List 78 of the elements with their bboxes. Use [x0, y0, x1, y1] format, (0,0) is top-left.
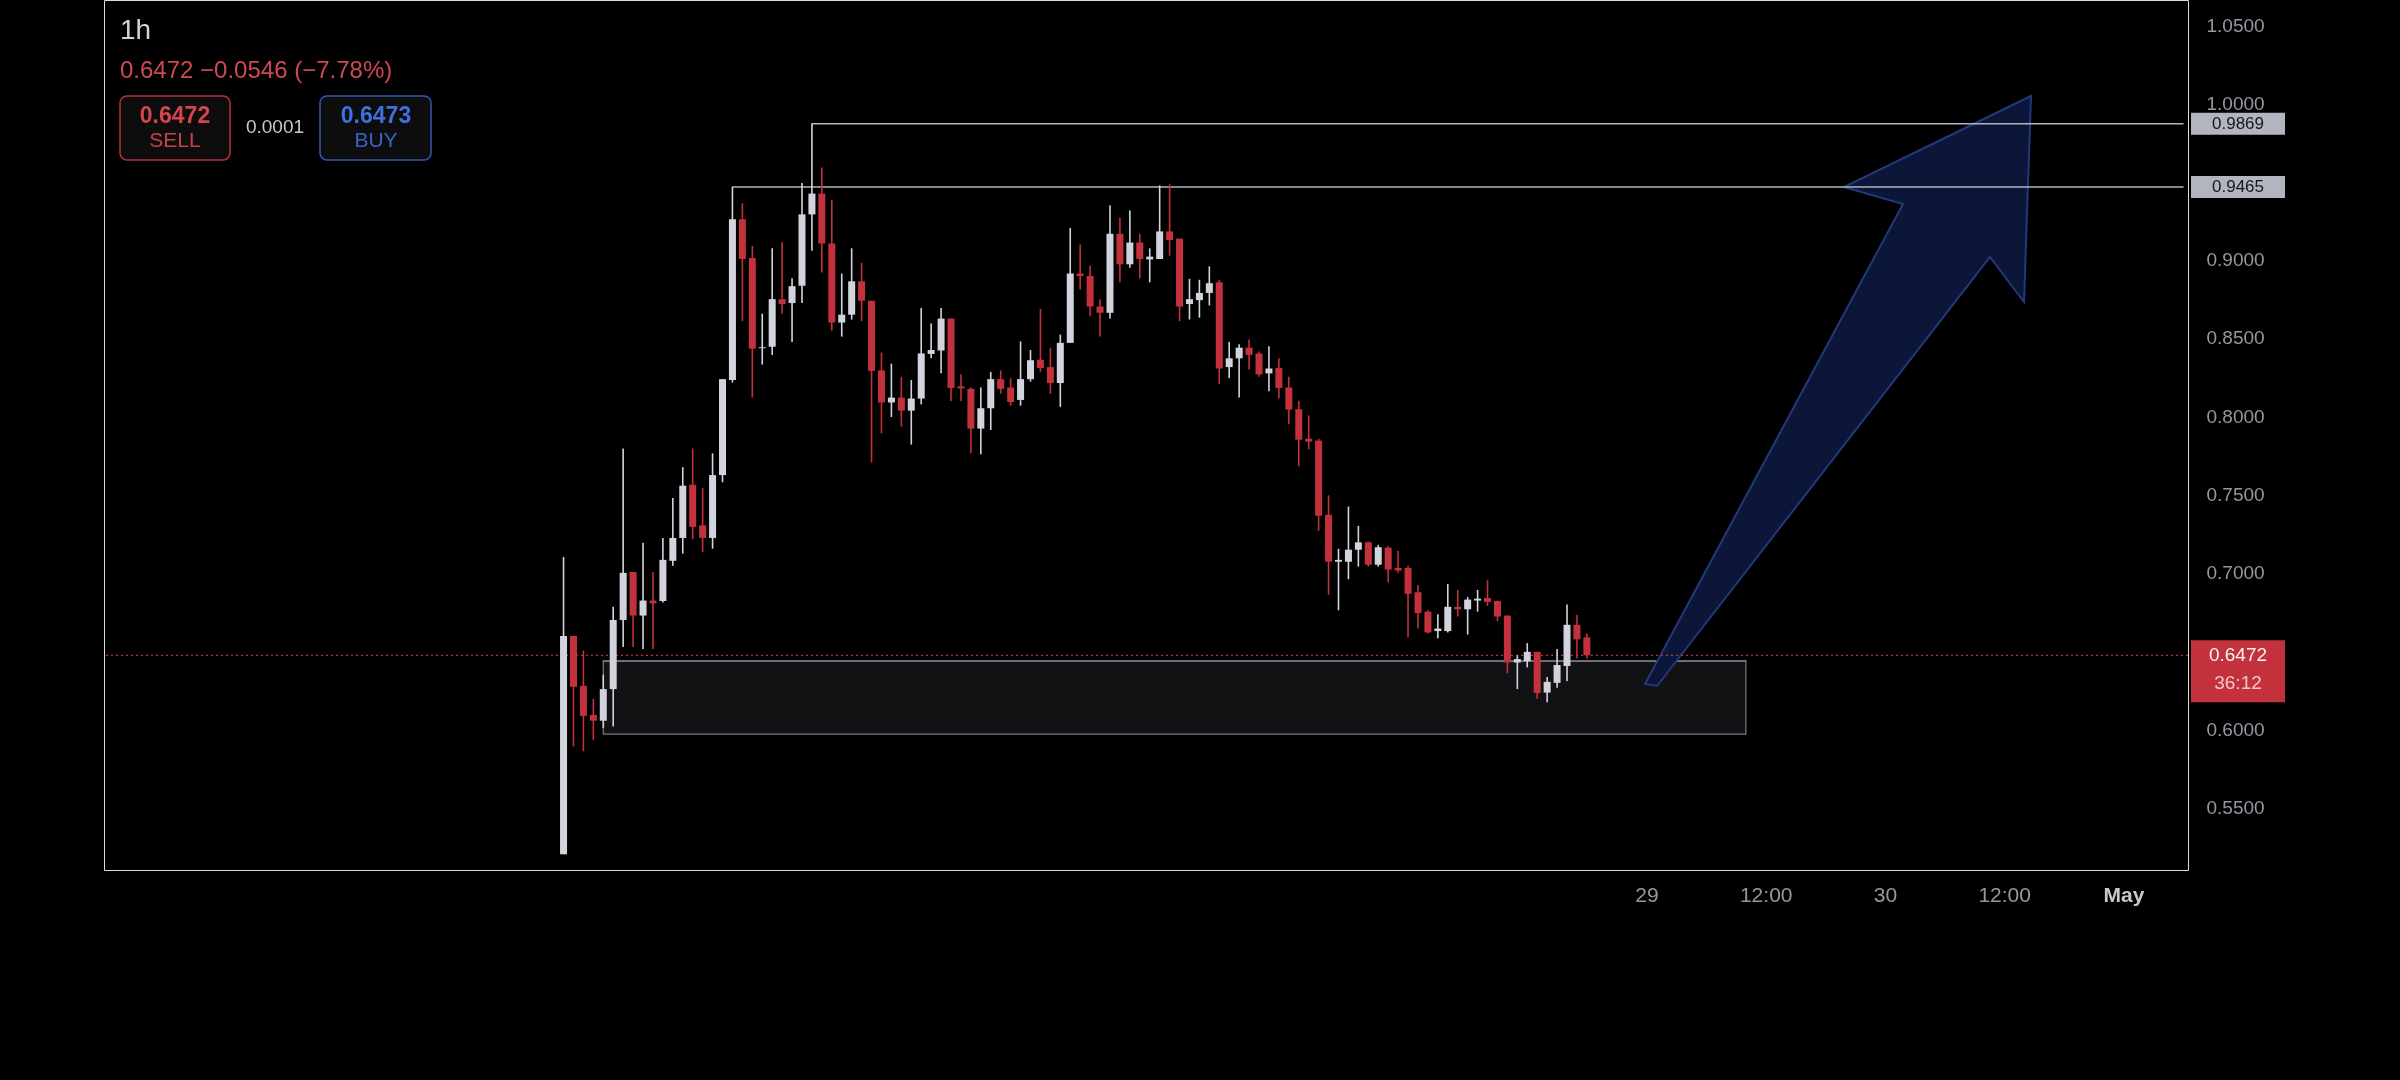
candlestick [1583, 632, 1591, 660]
candlestick [1275, 357, 1283, 400]
candlestick [758, 312, 766, 366]
candlestick [1484, 579, 1492, 607]
candlestick [1364, 540, 1372, 568]
candlestick [1474, 589, 1482, 613]
candlestick [957, 373, 965, 402]
candlestick [669, 497, 677, 567]
y-tick-label: 0.9000 [2206, 249, 2265, 271]
candlestick [1285, 375, 1293, 425]
y-tick-label: 1.0500 [2206, 14, 2265, 36]
candlestick [1553, 648, 1561, 689]
y-tick-label: 0.7000 [2206, 562, 2265, 584]
candlestick [1573, 614, 1581, 660]
y-tick-label: 0.7500 [2206, 483, 2265, 505]
candlestick [639, 542, 647, 650]
candlestick [1255, 350, 1263, 378]
candlestick [1414, 584, 1422, 630]
annotation: BUY [354, 128, 398, 151]
candlestick [1007, 377, 1015, 407]
candlestick [897, 375, 905, 428]
candlestick [1543, 676, 1551, 704]
candlestick [1394, 550, 1402, 574]
x-tick-label: 12:00 [1978, 882, 2031, 906]
y-tick-label: 0.8000 [2206, 405, 2265, 427]
candlestick [1126, 209, 1134, 269]
annotation: 0.6472 [139, 102, 211, 128]
annotation: 0.0001 [245, 116, 305, 137]
candlestick [927, 322, 935, 360]
candlestick [1464, 596, 1472, 636]
candlestick [858, 262, 866, 322]
candlestick [1344, 505, 1352, 581]
ref-line-label: 0.6472 [2208, 644, 2268, 666]
candlestick [1305, 414, 1313, 451]
candlestick [1335, 547, 1342, 612]
candlestick [1245, 338, 1253, 371]
text: 36:12 [2214, 672, 2262, 694]
x-tick-label: 29 [1635, 882, 1659, 906]
candlestick [1166, 183, 1174, 257]
series-label: 0.9869 [2212, 113, 2264, 133]
candlestick [788, 277, 796, 343]
candlestick [997, 369, 1005, 395]
candlestick [1036, 308, 1044, 373]
x-tick-label: 12:00 [1739, 882, 1793, 906]
annotation: 0.6473 [340, 102, 412, 128]
annotation: SELL [149, 128, 201, 151]
candlestick [1225, 341, 1233, 379]
y-tick-label: 1.0000 [2206, 92, 2265, 114]
y-tick-label: 0.5500 [2206, 796, 2265, 818]
candlestick [1265, 345, 1273, 392]
candlestick [589, 698, 597, 741]
candlestick [1096, 298, 1104, 338]
candlestick [1046, 346, 1054, 395]
text: 0.6472 −0.0546 (−7.78%) [120, 56, 393, 83]
series-label: 0.9465 [2212, 176, 2264, 196]
candlestick [1424, 609, 1432, 635]
candlestick [1205, 265, 1213, 307]
candlestick [1354, 525, 1362, 568]
y-tick-label: 0.8500 [2206, 327, 2265, 349]
candlestick [1513, 654, 1521, 690]
candlestick [808, 122, 816, 252]
x-tick-label: 30 [1873, 882, 1898, 906]
candlestick [1384, 545, 1392, 584]
text: 1h [120, 14, 152, 45]
candlestick [977, 386, 985, 456]
candlestick [1374, 544, 1382, 568]
candlestick [907, 379, 915, 446]
candlestick [778, 241, 786, 315]
candlestick [1017, 340, 1025, 407]
candlestick [1195, 278, 1203, 319]
candlestick [1523, 642, 1531, 669]
candlestick [1136, 232, 1144, 280]
candlestick [1235, 343, 1243, 399]
candlestick [1027, 349, 1034, 383]
y-tick-label: 0.6000 [2206, 718, 2265, 740]
candlestick [1185, 278, 1193, 321]
x-tick-label: May [2103, 882, 2145, 906]
candlestick [699, 487, 707, 553]
